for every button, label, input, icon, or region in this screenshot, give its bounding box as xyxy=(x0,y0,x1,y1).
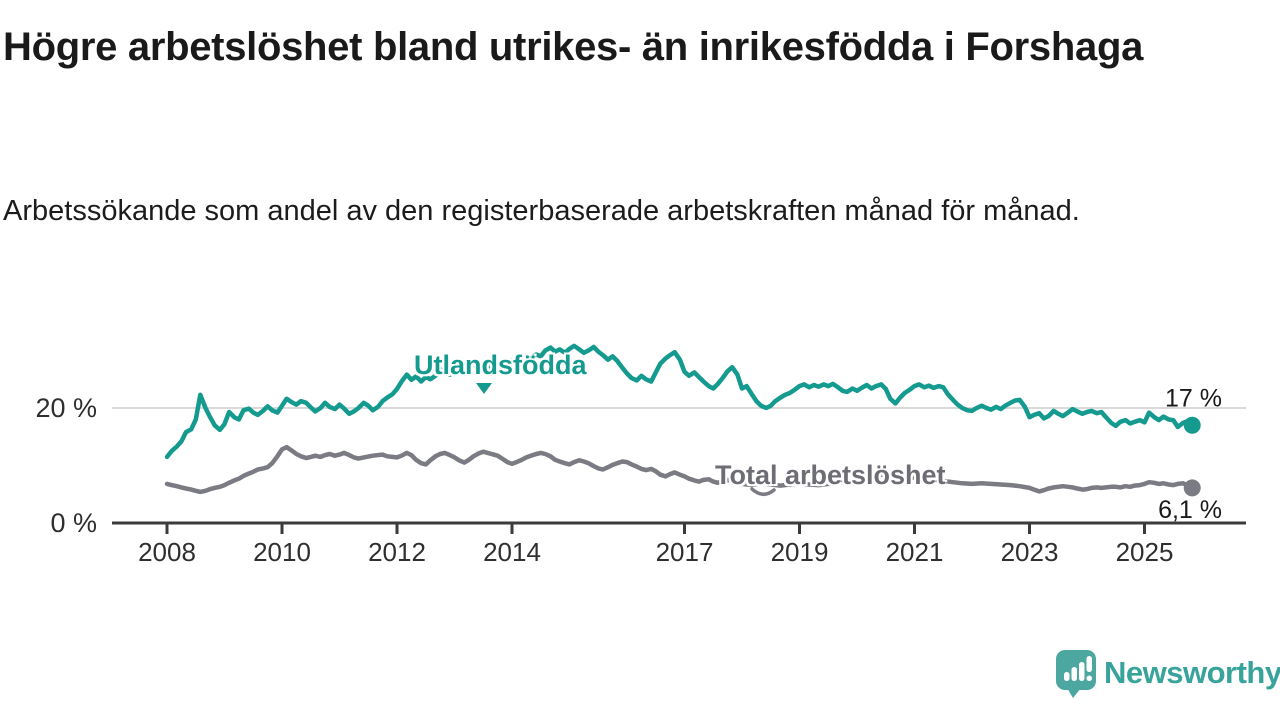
series-end-value-label: 6,1 % xyxy=(1158,496,1222,524)
series-pointer-curve-icon xyxy=(750,487,776,496)
page-subtitle: Arbetssökande som andel av den registerb… xyxy=(3,195,1080,227)
newsworthy-logo-mark-icon xyxy=(1056,650,1096,698)
series-line xyxy=(164,343,1195,460)
x-tick-label-2014: 2014 xyxy=(483,537,541,567)
newsworthy-logo-text: Newsworthy xyxy=(1104,655,1280,690)
x-tick-label-2019: 2019 xyxy=(771,537,829,567)
series-end-dot xyxy=(1183,416,1201,434)
x-tick-label-2021: 2021 xyxy=(886,537,944,567)
series-label-total-arbetsloshet: Total arbetslöshet xyxy=(715,460,946,490)
series-line xyxy=(164,444,1195,495)
series-pointer-arrow-icon xyxy=(476,383,492,394)
x-tick-label-2010: 2010 xyxy=(253,537,311,567)
x-tick-label-2012: 2012 xyxy=(368,537,426,567)
x-tick-label-2023: 2023 xyxy=(1001,537,1059,567)
y-tick-label-20: 20 % xyxy=(35,393,97,423)
x-tick-label-2017: 2017 xyxy=(656,537,714,567)
series-end-dot xyxy=(1183,479,1201,497)
x-tick-label-2008: 2008 xyxy=(138,537,196,567)
series-label-utlandsfodda: Utlandsfödda xyxy=(414,350,587,380)
page-title: Högre arbetslöshet bland utrikes- än inr… xyxy=(3,25,1144,69)
series-end-value-label: 17 % xyxy=(1165,384,1222,412)
y-tick-label-0: 0 % xyxy=(50,508,97,538)
x-tick-label-2025: 2025 xyxy=(1116,537,1174,567)
newsworthy-logo: Newsworthy xyxy=(1054,648,1280,700)
